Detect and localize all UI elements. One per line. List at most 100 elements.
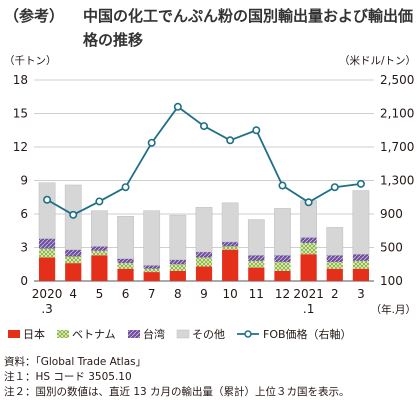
fob-price-point <box>173 102 182 111</box>
y2-tick-label: 2,500 <box>380 73 414 87</box>
country-note: 注２：国別の数値は、直近 13 カ月の輸出量（累計）上位３カ国を表示。 <box>4 386 350 398</box>
bar-other <box>117 215 134 259</box>
footnotes: 資料：「Global Trade Atlas」 注１：HS コード 3505.1… <box>4 355 416 400</box>
x-tick-label: 12 <box>275 287 290 301</box>
legend-label: 日本 <box>23 327 45 341</box>
y-tick-label: 0 <box>20 274 28 288</box>
x-tick-label: 10 <box>223 287 238 301</box>
bar-other <box>91 210 108 247</box>
legend-swatch-fob-point <box>244 330 252 338</box>
x-tick-label: 2 <box>331 287 339 301</box>
x-tick-label: 5 <box>96 287 104 301</box>
x-tick-label: 4 <box>69 287 77 301</box>
bar-japan <box>143 272 160 281</box>
bar-other <box>38 182 56 239</box>
bar-taiwan <box>222 241 239 247</box>
bar-vietnam <box>248 260 265 268</box>
fob-price-point <box>252 126 261 135</box>
bar-japan <box>248 267 265 281</box>
x-tick-label: .3 <box>41 302 52 316</box>
bar-other <box>169 214 187 261</box>
bar-japan <box>65 263 82 281</box>
bar-taiwan <box>117 258 134 264</box>
bar-japan <box>117 268 134 281</box>
hs-code-note: 注１：HS コード 3505.10 <box>4 371 132 383</box>
bar-taiwan <box>248 255 265 261</box>
y-tick-label: 15 <box>13 107 28 121</box>
bar-taiwan <box>274 255 291 263</box>
bar-japan <box>91 255 108 281</box>
legend-label: ベトナム <box>72 328 116 341</box>
y2-tick-label: 1,700 <box>380 140 414 154</box>
bar-vietnam <box>65 256 82 264</box>
reference-tag: （参考） <box>4 7 65 25</box>
y2-tick-label: 2,100 <box>380 107 414 121</box>
x-tick-label: 8 <box>174 287 182 301</box>
legend-swatch-taiwan <box>128 330 140 338</box>
bar-taiwan <box>300 237 317 244</box>
bar-other <box>221 202 239 243</box>
y2-tick-label: 900 <box>380 207 403 221</box>
chart-title: 中国の化工でんぷん粉の国別輸出量および輸出価格の推移 <box>83 7 414 49</box>
bar-taiwan <box>352 254 370 261</box>
fob-price-point <box>121 183 130 192</box>
bar-taiwan <box>195 251 213 258</box>
bar-other <box>143 210 161 266</box>
x-tick-label: .1 <box>303 302 314 316</box>
bar-vietnam <box>143 268 160 273</box>
bar-vietnam <box>222 246 239 250</box>
bar-vietnam <box>326 262 343 269</box>
y-tick-label: 6 <box>20 207 28 221</box>
bar-taiwan <box>65 249 82 257</box>
right-axis-unit: （米ドル/トン） <box>339 54 416 67</box>
bar-vietnam <box>38 248 56 258</box>
bar-vietnam <box>274 262 291 271</box>
bar-vietnam <box>300 243 317 255</box>
fob-price-point <box>200 122 209 131</box>
y-tick-label: 9 <box>20 174 28 188</box>
bar-other <box>247 219 265 256</box>
bar-vietnam <box>352 260 370 269</box>
x-tick-label: 2021 <box>293 287 324 301</box>
bar-vietnam <box>91 250 108 256</box>
bar-japan <box>169 270 186 281</box>
source-note: 資料：「Global Trade Atlas」 <box>4 356 147 368</box>
bar-vietnam <box>117 263 134 269</box>
bar-other <box>274 208 291 256</box>
bar-taiwan <box>91 246 108 251</box>
legend-label: 台湾 <box>143 327 165 341</box>
bar-japan <box>274 270 291 281</box>
bar-taiwan <box>143 265 160 269</box>
stacked-bar-line-chart: （千トン） （米ドル/トン） 0 3 6 9 12 15 18 100 500 900 1,300 1,7… <box>4 54 416 341</box>
y-tick-label: 12 <box>13 140 28 154</box>
fob-price-point <box>356 179 365 188</box>
bar-vietnam <box>195 257 213 267</box>
fob-price-point <box>147 138 156 147</box>
legend-label: FOB価格（右軸） <box>263 327 352 341</box>
bar-japan <box>352 268 370 281</box>
bar-other <box>195 207 213 253</box>
legend-swatch-japan <box>8 330 20 338</box>
x-tick-label: 11 <box>249 287 264 301</box>
fob-price-point <box>278 181 287 190</box>
y2-tick-label: 500 <box>380 241 403 255</box>
x-tick-label: 3 <box>357 287 365 301</box>
legend-label: その他 <box>192 328 225 341</box>
bar-other <box>326 227 344 256</box>
y2-tick-label: 100 <box>380 274 403 288</box>
y-tick-label: 18 <box>13 73 28 87</box>
left-axis-unit: （千トン） <box>4 55 57 67</box>
fob-price-point <box>43 195 52 204</box>
x-tick-label: 2020 <box>32 287 63 301</box>
x-tick-label: 6 <box>122 287 130 301</box>
x-tick-label: 9 <box>200 287 208 301</box>
y-tick-label: 3 <box>20 241 28 255</box>
bar-japan <box>326 268 343 281</box>
legend-swatch-other <box>176 329 190 339</box>
x-axis-unit: （年.月） <box>371 303 416 316</box>
fob-price-point <box>304 198 313 207</box>
bar-japan <box>300 254 317 281</box>
legend-swatch-vietnam <box>57 330 69 338</box>
bar-vietnam <box>169 264 186 271</box>
bar-taiwan <box>326 255 343 263</box>
